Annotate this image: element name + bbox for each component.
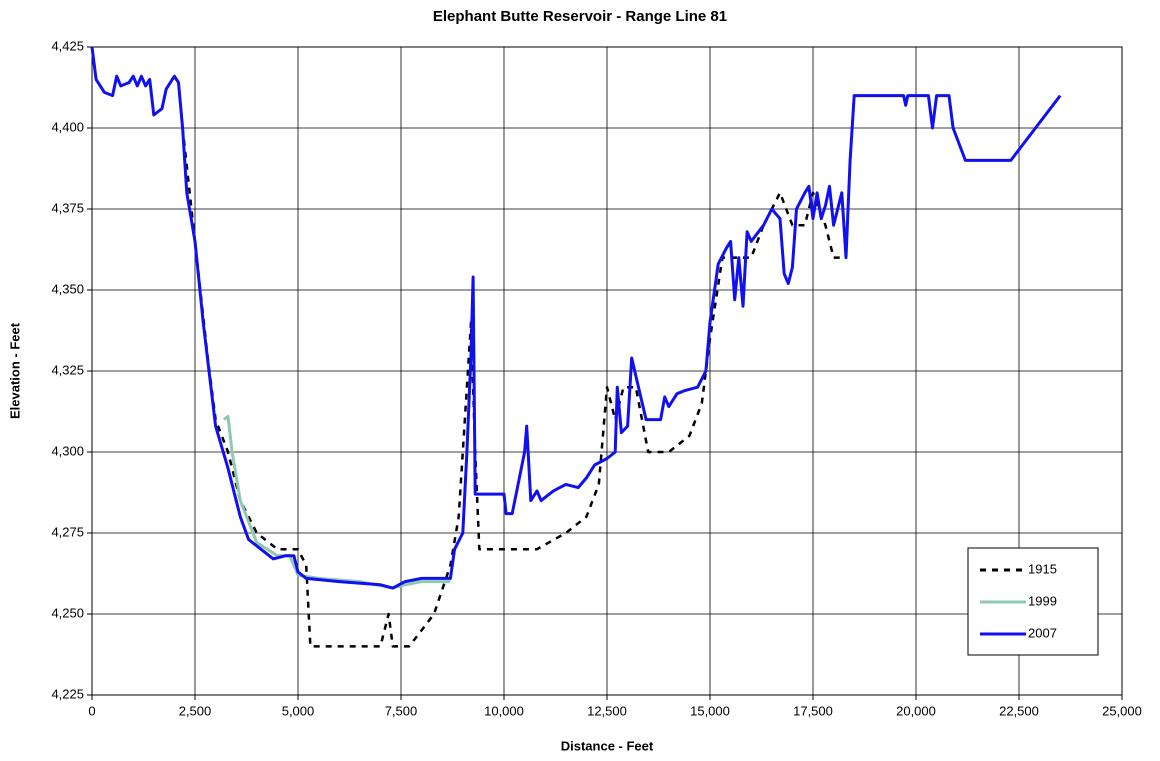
x-tick-label: 7,500	[385, 703, 418, 718]
x-tick-label: 17,500	[793, 703, 833, 718]
y-tick-label: 4,250	[51, 605, 84, 620]
x-axis-label: Distance - Feet	[561, 738, 654, 753]
y-tick-label: 4,275	[51, 524, 84, 539]
x-tick-label: 2,500	[179, 703, 212, 718]
x-tick-label: 20,000	[896, 703, 936, 718]
legend-label: 2007	[1028, 625, 1057, 640]
x-tick-label: 5,000	[282, 703, 315, 718]
y-tick-label: 4,425	[51, 38, 84, 53]
legend-label: 1915	[1028, 561, 1057, 576]
line-series	[90, 46, 1062, 590]
x-tick-label: 12,500	[587, 703, 627, 718]
line-series	[181, 127, 846, 648]
x-tick-label: 10,000	[484, 703, 524, 718]
x-tick-label: 22,500	[999, 703, 1039, 718]
line-series	[222, 414, 451, 590]
legend-label: 1999	[1028, 593, 1057, 608]
y-axis-label: Elevation - Feet	[7, 322, 22, 419]
x-tick-label: 25,000	[1102, 703, 1142, 718]
chart-title: Elephant Butte Reservoir - Range Line 81	[433, 8, 727, 25]
x-tick-label: 0	[88, 703, 95, 718]
y-tick-label: 4,400	[51, 119, 84, 134]
y-tick-label: 4,325	[51, 362, 84, 377]
y-tick-label: 4,375	[51, 200, 84, 215]
plot-frame	[91, 46, 1123, 696]
x-tick-label: 15,000	[690, 703, 730, 718]
y-tick-label: 4,350	[51, 281, 84, 296]
y-tick-label: 4,225	[51, 686, 84, 701]
y-tick-label: 4,300	[51, 443, 84, 458]
